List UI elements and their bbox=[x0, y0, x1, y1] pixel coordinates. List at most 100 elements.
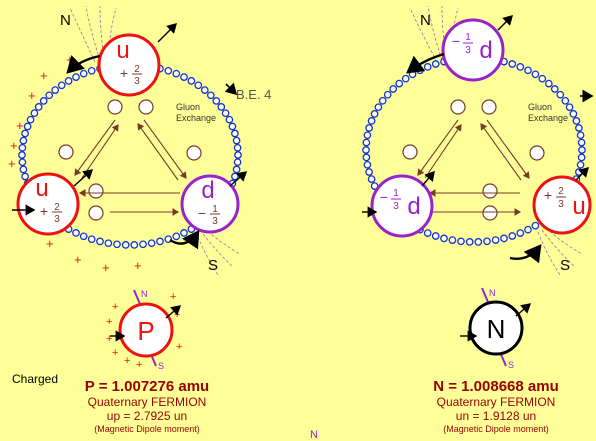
neutron-quark-left-d: − 1 3 d bbox=[370, 174, 434, 238]
neutron-spin-arrows bbox=[362, 15, 594, 264]
gluon-bead bbox=[187, 77, 196, 85]
gluon-bead bbox=[367, 175, 376, 183]
svg-text:+: + bbox=[106, 316, 112, 328]
gluon-bead bbox=[483, 237, 491, 246]
quark-letter: d bbox=[201, 177, 214, 204]
gluon-bead bbox=[575, 124, 583, 132]
neutron-quark-top-d: − 1 3 d bbox=[441, 18, 505, 82]
proton-quark-left-u: u + 2 3 bbox=[16, 172, 80, 236]
gluon-bead bbox=[45, 91, 54, 100]
neutron-fermion-type: Quaternary FERMION bbox=[437, 395, 556, 409]
gluon-bead bbox=[212, 97, 221, 105]
gluon-bead bbox=[194, 81, 203, 90]
gluon-bead bbox=[363, 131, 372, 140]
footer-mark: N bbox=[310, 429, 318, 441]
quark-letter: d bbox=[407, 193, 420, 220]
gluon-bead bbox=[516, 229, 525, 237]
gluon-bead bbox=[378, 96, 387, 105]
svg-text:+: + bbox=[102, 260, 110, 275]
gluon-bead bbox=[577, 138, 586, 147]
gluon-bead bbox=[524, 225, 532, 234]
gluon-bead bbox=[367, 117, 376, 125]
neutron-moment-note: (Magnetic Dipole moment) bbox=[443, 424, 549, 434]
gluon-bead bbox=[130, 241, 139, 249]
gluon-bead bbox=[180, 229, 188, 237]
svg-text:+: + bbox=[8, 156, 16, 171]
gluon-bead bbox=[491, 236, 500, 244]
neutron-quark-right-u: + 2 3 u bbox=[532, 175, 592, 235]
gluon-bead bbox=[577, 153, 586, 162]
neutron-exchange-arrows bbox=[417, 119, 530, 216]
gluon-bead bbox=[231, 172, 239, 181]
quark-charge-den: 3 bbox=[54, 214, 60, 225]
gluon-bead bbox=[431, 60, 440, 68]
proton-symbol: P bbox=[137, 316, 154, 346]
proton-north-label: N bbox=[60, 12, 71, 29]
gluon-bead bbox=[362, 138, 371, 147]
neutron-south-label: S bbox=[560, 257, 570, 274]
gluon-bead bbox=[374, 103, 383, 112]
gluon-bead bbox=[569, 110, 578, 118]
gluon-bead bbox=[550, 85, 559, 93]
quark-charge-sign: − bbox=[380, 189, 388, 205]
svg-text:+: + bbox=[112, 347, 118, 359]
proton-gluon-particles bbox=[58, 99, 202, 221]
gluon-bead bbox=[457, 237, 465, 246]
proton-quark-top-u: u + 2 3 bbox=[97, 33, 161, 97]
gluon-bead bbox=[18, 143, 27, 152]
gluon-bead bbox=[96, 237, 104, 246]
gluon-bead bbox=[423, 229, 432, 237]
quark-charge-num: 2 bbox=[134, 64, 140, 75]
proton-moment-note: (Magnetic Dipole moment) bbox=[94, 424, 200, 434]
gluon-bead bbox=[395, 79, 404, 88]
gluon-bead bbox=[34, 103, 43, 111]
svg-text:+: + bbox=[66, 52, 74, 67]
gluon-bead bbox=[79, 69, 88, 78]
gluon-bead bbox=[39, 97, 48, 105]
gluon-bead bbox=[544, 79, 553, 88]
neutron-gluon-particles bbox=[402, 99, 545, 221]
quark-charge-sign: + bbox=[120, 65, 128, 81]
gluon-bead bbox=[383, 90, 392, 99]
gluon-bead bbox=[401, 74, 410, 83]
neutron-pole-s: S bbox=[508, 360, 514, 370]
proton-gluon-label-1: Gluon bbox=[176, 102, 200, 112]
gluon-bead bbox=[538, 74, 547, 83]
gluon-bead bbox=[180, 73, 188, 81]
gluon-bead bbox=[23, 122, 32, 131]
gluon-bead bbox=[578, 146, 586, 154]
gluon-bead bbox=[362, 146, 370, 154]
neutron-moment: un = 1.9128 un bbox=[456, 409, 536, 423]
gluon-bead bbox=[572, 117, 581, 125]
svg-text:+: + bbox=[74, 252, 82, 267]
gluon-bead bbox=[87, 235, 96, 244]
gluon-bead bbox=[389, 85, 398, 93]
gluon-bead bbox=[64, 77, 73, 85]
gluon-bead bbox=[508, 232, 517, 240]
gluon-bead bbox=[147, 239, 156, 248]
gluon-bead bbox=[576, 160, 585, 169]
gluon-bead bbox=[531, 221, 540, 230]
gluon-bead bbox=[508, 60, 517, 68]
svg-text:+: + bbox=[16, 118, 24, 133]
quark-charge-den: 3 bbox=[212, 216, 218, 227]
gluon-bead bbox=[365, 124, 373, 132]
neutron-icon: N S N bbox=[460, 287, 532, 370]
quark-letter: u bbox=[116, 37, 129, 64]
gluon-bead bbox=[172, 232, 181, 241]
svg-text:+: + bbox=[28, 88, 36, 103]
gluon-bead bbox=[431, 232, 440, 240]
gluon-bead bbox=[87, 66, 96, 75]
gluon-bead bbox=[26, 115, 35, 124]
gluon-bead bbox=[234, 151, 242, 159]
proton-icon: N S P + + + + + + + + + bbox=[106, 289, 182, 371]
svg-text:+: + bbox=[170, 291, 176, 303]
gluon-bead bbox=[72, 229, 80, 237]
proton-gluon-label-2: Exchange bbox=[176, 113, 216, 123]
neutron-pole-n: N bbox=[489, 288, 496, 298]
quark-letter: u bbox=[572, 193, 585, 220]
proton-quark-right-d: d − 1 3 bbox=[180, 174, 240, 234]
svg-text:+: + bbox=[106, 333, 112, 345]
